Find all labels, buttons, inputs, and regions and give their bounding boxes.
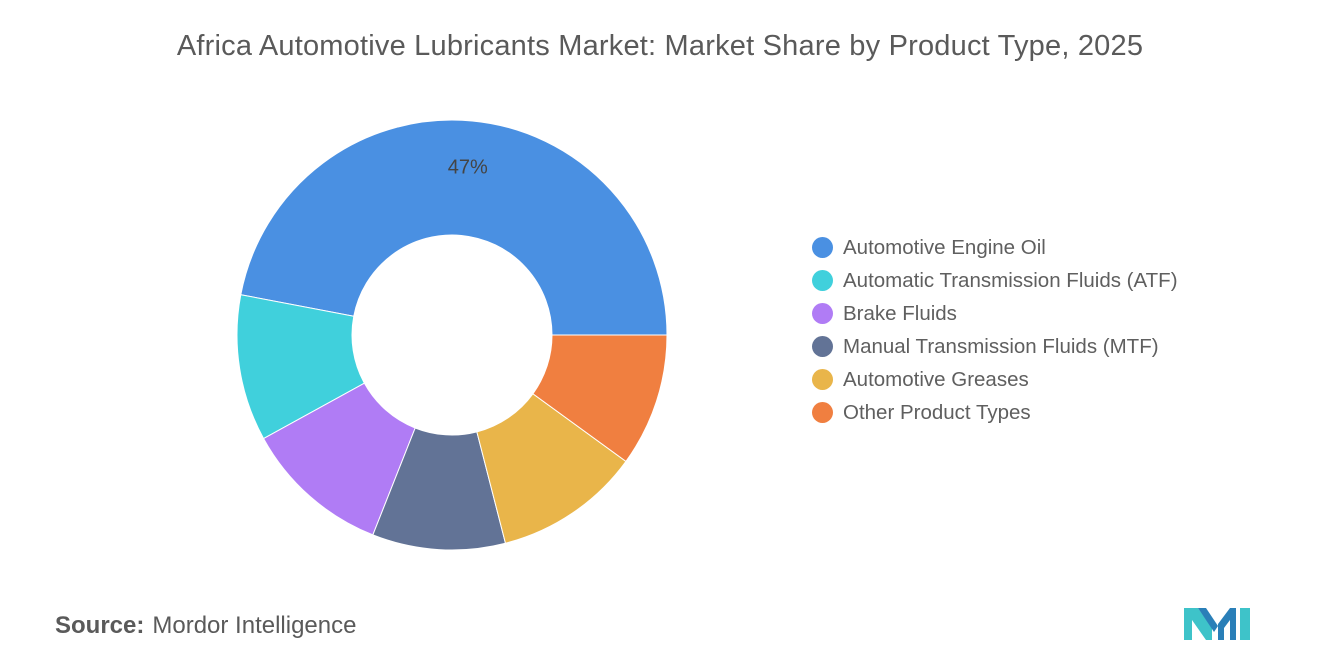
legend-label: Other Product Types (843, 400, 1031, 424)
legend-label: Automotive Engine Oil (843, 235, 1046, 259)
donut-slices (236, 119, 668, 551)
legend-item: Brake Fluids (812, 297, 1178, 330)
legend-swatch (812, 270, 833, 291)
source-note: Source: Mordor Intelligence (55, 612, 356, 640)
legend-label: Automotive Greases (843, 367, 1029, 391)
legend-label: Manual Transmission Fluids (MTF) (843, 334, 1159, 358)
legend-swatch (812, 402, 833, 423)
legend-item: Manual Transmission Fluids (MTF) (812, 330, 1178, 363)
legend-swatch (812, 336, 833, 357)
legend-swatch (812, 237, 833, 258)
chart-legend: Automotive Engine Oil Automatic Transmiss… (812, 231, 1178, 429)
legend-swatch (812, 303, 833, 324)
data-labels: 47% (448, 157, 488, 179)
data-label: 47% (448, 157, 488, 179)
legend-item: Automotive Greases (812, 363, 1178, 396)
legend-swatch (812, 369, 833, 390)
mordor-intelligence-logo (1184, 608, 1250, 640)
legend-label: Brake Fluids (843, 301, 957, 325)
chart-title: Africa Automotive Lubricants Market: Mar… (176, 30, 1144, 62)
slice-automotive-engine-oil (240, 119, 668, 336)
legend-item: Other Product Types (812, 396, 1178, 429)
source-text: Mordor Intelligence (152, 612, 357, 639)
legend-item: Automatic Transmission Fluids (ATF) (812, 264, 1178, 297)
legend-label: Automatic Transmission Fluids (ATF) (843, 268, 1178, 292)
slice-other-product-types (532, 334, 668, 463)
source-label: Source: (55, 612, 145, 639)
legend-item: Automotive Engine Oil (812, 231, 1178, 264)
